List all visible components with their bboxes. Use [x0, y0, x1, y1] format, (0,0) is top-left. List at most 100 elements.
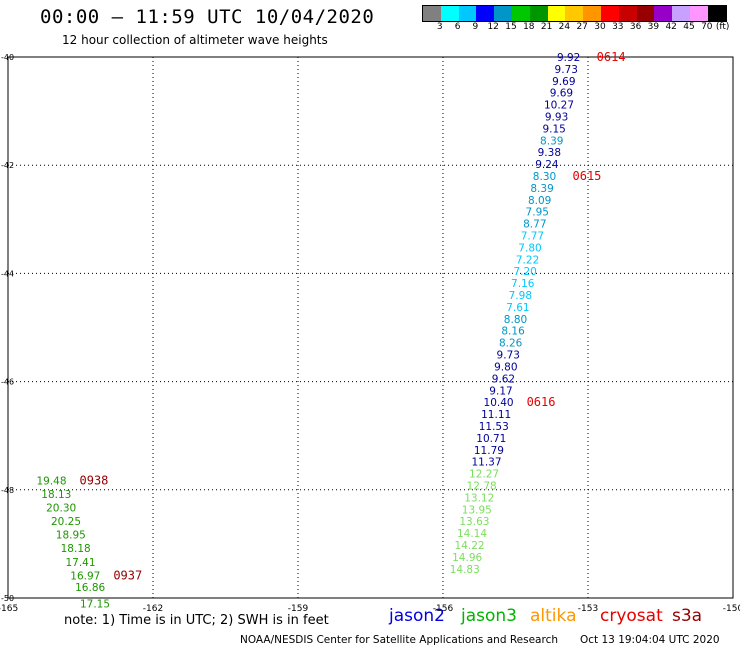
color-swatch — [458, 6, 477, 21]
legend-item-s3a: s3a — [672, 606, 703, 626]
swh-value-label: 11.79 — [474, 445, 504, 457]
x-tick-label: -162 — [143, 604, 163, 614]
color-swatch — [511, 6, 530, 21]
color-scale-label: 30 — [594, 22, 606, 32]
footer-credit: NOAA/NESDIS Center for Satellite Applica… — [240, 634, 558, 646]
swh-value-label: 8.30 — [533, 171, 556, 183]
color-scale-label: 12 — [487, 22, 499, 32]
color-scale-label: 3 — [436, 22, 443, 32]
color-swatch — [547, 6, 566, 21]
color-swatch — [423, 6, 441, 21]
wave-height-color-scale — [422, 5, 727, 22]
swh-value-label: 8.39 — [530, 183, 553, 195]
color-scale-label: 9 — [472, 22, 479, 32]
y-tick-label: -46 — [1, 378, 14, 387]
color-swatch — [529, 6, 548, 21]
color-swatch — [672, 6, 690, 21]
color-scale-label: 27 — [576, 22, 588, 32]
color-scale-label: 42 — [665, 22, 677, 32]
x-tick-label: -165 — [0, 604, 18, 614]
color-swatch — [636, 6, 655, 21]
swh-value-label: 19.48 — [36, 476, 66, 488]
legend-item-jason3: jason3 — [461, 606, 517, 626]
swh-value-label: 7.95 — [526, 207, 549, 219]
color-swatch — [707, 6, 726, 21]
y-tick-label: -48 — [1, 486, 14, 495]
swh-value-label: 9.38 — [538, 147, 561, 159]
y-tick-label: -42 — [1, 161, 14, 170]
pass-time-label: 0937 — [113, 568, 142, 582]
pass-time-label: 0616 — [527, 395, 556, 409]
color-swatch — [494, 6, 512, 21]
color-scale-label: 15 — [505, 22, 517, 32]
swh-value-label: 7.98 — [509, 290, 532, 302]
swh-value-label: 10.27 — [544, 100, 574, 112]
map-title: 00:00 – 11:59 UTC 10/04/2020 — [40, 6, 375, 28]
pass-time-label: 0615 — [573, 169, 602, 183]
color-scale-label: 45 — [683, 22, 695, 32]
swh-value-label: 14.14 — [457, 528, 487, 540]
footer-note: note: 1) Time is in UTC; 2) SWH is in fe… — [64, 613, 329, 628]
y-tick-label: -40 — [1, 53, 14, 62]
swh-value-label: 8.77 — [523, 219, 546, 231]
x-tick-label: -153 — [578, 604, 598, 614]
color-scale-label: (ft) — [715, 22, 730, 32]
swh-value-label: 14.96 — [452, 552, 482, 564]
swh-value-label: 7.61 — [506, 302, 529, 314]
color-scale-label: 18 — [523, 22, 535, 32]
swh-value-label: 8.16 — [501, 326, 525, 338]
swh-value-label: 7.80 — [518, 242, 541, 254]
swh-value-label: 17.15 — [80, 598, 110, 610]
swh-value-label: 12.78 — [467, 480, 497, 492]
swh-value-label: 9.69 — [552, 76, 575, 88]
color-scale-label: 39 — [647, 22, 660, 32]
swh-value-label: 8.80 — [504, 314, 527, 326]
swh-value-label: 8.39 — [540, 135, 563, 147]
pass-time-label: 0614 — [597, 50, 626, 64]
swh-value-label: 11.37 — [471, 457, 501, 469]
swh-value-label: 13.95 — [462, 504, 492, 516]
swh-value-label: 10.40 — [484, 397, 514, 409]
swh-value-label: 9.17 — [489, 385, 512, 397]
swh-value-label: 9.62 — [492, 373, 515, 385]
swh-value-label: 18.18 — [61, 543, 91, 555]
swh-value-label: 9.92 — [557, 52, 580, 64]
color-scale-label: 24 — [558, 22, 571, 32]
legend-item-jason2: jason2 — [389, 606, 445, 626]
map-subtitle: 12 hour collection of altimeter wave hei… — [62, 33, 328, 47]
color-swatch — [476, 6, 495, 21]
color-scale-label: 6 — [454, 22, 461, 32]
x-tick-label: -159 — [288, 604, 309, 614]
swh-value-label: 18.95 — [56, 530, 86, 542]
swh-value-label: 8.09 — [528, 195, 551, 207]
color-swatch — [565, 6, 584, 21]
color-scale-label: 70 — [701, 22, 713, 32]
legend-item-altika: altika — [530, 606, 577, 626]
swh-value-label: 20.30 — [46, 503, 76, 515]
swh-value-label: 11.11 — [481, 409, 511, 421]
swh-value-label: 8.26 — [499, 338, 523, 350]
swh-value-label: 17.41 — [65, 557, 95, 569]
map-frame — [7, 56, 734, 599]
color-swatch — [583, 6, 601, 21]
swh-value-label: 7.16 — [511, 278, 535, 290]
x-tick-label: -150 — [723, 604, 740, 614]
pass-time-label: 0938 — [80, 474, 109, 488]
swh-value-label: 18.13 — [41, 489, 71, 501]
color-scale-label: 36 — [629, 22, 642, 32]
color-swatch — [600, 6, 619, 21]
swh-value-label: 20.25 — [51, 516, 81, 528]
swh-value-label: 11.53 — [479, 421, 509, 433]
swh-value-label: 10.71 — [476, 433, 506, 445]
swh-value-label: 9.69 — [550, 88, 573, 100]
color-swatch — [440, 6, 459, 21]
color-swatch — [689, 6, 708, 21]
swh-value-label: 7.20 — [513, 266, 536, 278]
swh-value-label: 7.77 — [521, 231, 544, 243]
swh-value-label: 9.73 — [497, 350, 520, 362]
swh-value-label: 16.86 — [75, 582, 105, 594]
color-swatch — [654, 6, 673, 21]
color-scale-label: 21 — [540, 22, 553, 32]
